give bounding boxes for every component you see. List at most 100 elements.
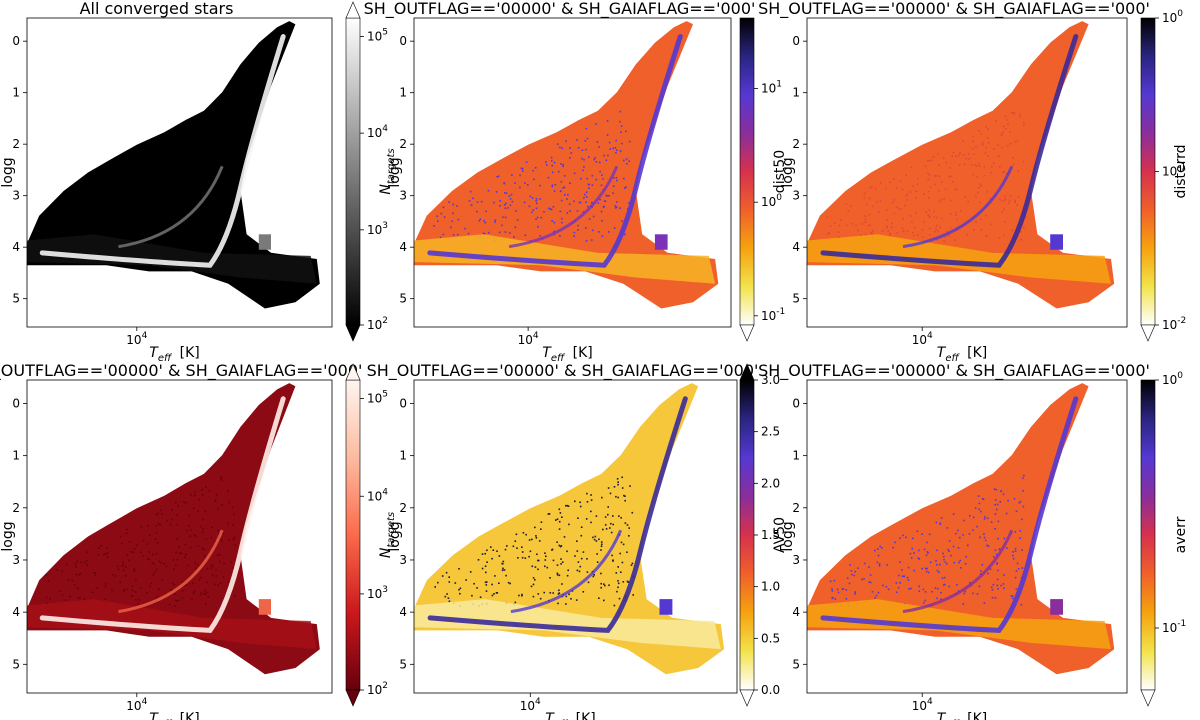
colorbar-label: disterrd — [1173, 144, 1189, 198]
heatmap-density-2 — [414, 21, 719, 309]
y-tick-label: 3 — [399, 553, 407, 567]
main-sequence-band — [27, 234, 317, 284]
y-tick-label: 3 — [399, 189, 407, 203]
y-tick-label: 2 — [399, 501, 407, 515]
y-tick-label: 3 — [12, 553, 20, 567]
isolated-clump — [258, 599, 271, 615]
colorbar-gradient — [345, 379, 361, 691]
colorbar-gradient — [1140, 17, 1156, 326]
heatmap-density-1 — [27, 21, 320, 309]
colorbar-tick-label: 3.0 — [761, 373, 780, 387]
isolated-clump — [654, 234, 668, 250]
colorbar-tick-label: 0.0 — [761, 683, 780, 697]
colorbar-tick-label: 100 — [1162, 371, 1183, 387]
y-tick-label: 5 — [399, 657, 407, 671]
y-tick-label: 2 — [12, 137, 20, 151]
colorbar-gradient — [345, 17, 361, 326]
density-ridge — [39, 396, 286, 633]
y-tick-label: 1 — [399, 449, 407, 463]
colorbar-label: Ntargets — [378, 148, 397, 194]
y-tick-label: 1 — [12, 449, 20, 463]
y-axis-label: logg — [387, 521, 403, 551]
plot-frame — [806, 379, 1128, 694]
red-clump-ridge — [118, 529, 224, 614]
panel-title: SH_OUTFLAG=='00000' & SH_GAIAFLAG=='000' — [758, 0, 1150, 19]
panel-3: SH_OUTFLAG=='00000' & SH_GAIAFLAG=='000'… — [758, 0, 1189, 364]
heatmap-density-3 — [807, 21, 1115, 309]
plot-frame — [806, 17, 1128, 328]
colorbar-tick-label: 104 — [367, 124, 388, 140]
y-axis-label: logg — [0, 157, 16, 187]
y-tick-label: 2 — [792, 137, 800, 151]
scatter-speckle — [829, 474, 1025, 607]
y-tick-label: 0 — [792, 396, 800, 410]
x-axis-label: Teff [K] — [937, 711, 988, 720]
colorbar-tick-label: 2.0 — [761, 476, 780, 490]
y-tick-label: 4 — [399, 240, 407, 254]
main-sequence-band — [414, 599, 721, 650]
colorbar-extend-min — [1140, 324, 1156, 342]
y-tick-label: 1 — [399, 86, 407, 100]
colorbar-tick-label: 10-1 — [1162, 619, 1186, 635]
colorbar-label: averr — [1173, 516, 1189, 553]
isolated-clump — [659, 599, 673, 615]
y-tick-label: 1 — [792, 449, 800, 463]
colorbar-tick-label: 10-2 — [1162, 316, 1186, 332]
colorbar-6: 10-1 100 averr — [1140, 371, 1189, 707]
panel-title: SH_OUTFLAG=='00000' & SH_GAIAFLAG=='000' — [367, 361, 759, 381]
heatmap-density-5 — [414, 383, 725, 675]
x-tick-label: 104 — [520, 697, 541, 713]
y-tick-label: 1 — [12, 86, 20, 100]
colorbar-tick-label: 101 — [761, 80, 782, 96]
colorbar-1: 102 103 104 105 Ntargets — [345, 1, 397, 342]
colorbar-tick-label: 100 — [1162, 9, 1183, 25]
y-tick-label: 5 — [12, 657, 20, 671]
colorbar-tick-label: 1.0 — [761, 580, 780, 594]
colorbar-label: AV50 — [772, 517, 788, 553]
colorbar-tick-label: 105 — [367, 390, 388, 406]
x-tick-label: 104 — [126, 331, 147, 347]
x-axis-label: Teff [K] — [937, 345, 988, 364]
y-tick-label: 5 — [792, 292, 800, 306]
colorbar-extend-min — [739, 324, 755, 342]
panel-6: SH_OUTFLAG=='00000' & SH_GAIAFLAG=='000'… — [758, 361, 1189, 720]
y-tick-label: 4 — [12, 605, 20, 619]
scatter-speckle — [45, 476, 236, 607]
colorbar-extend-min — [345, 689, 361, 707]
panel-title: SH_OUTFLAG=='00000' & SH_GAIAFLAG=='000' — [0, 361, 362, 381]
y-tick-label: 0 — [12, 396, 20, 410]
isolated-clump — [1050, 599, 1063, 615]
y-axis-label: logg — [780, 157, 796, 187]
colorbar-tick-label: 1.5 — [761, 528, 780, 542]
y-tick-label: 2 — [399, 137, 407, 151]
colorbar-extend-max — [739, 363, 755, 381]
colorbar-tick-label: 102 — [367, 316, 388, 332]
isolated-clump — [258, 234, 271, 250]
y-tick-label: 4 — [792, 605, 800, 619]
colorbar-label: Ntargets — [378, 512, 397, 558]
colorbar-extend-min — [739, 689, 755, 707]
panel-4: SH_OUTFLAG=='00000' & SH_GAIAFLAG=='000'… — [0, 361, 397, 720]
y-tick-label: 0 — [792, 34, 800, 48]
plot-frame — [26, 379, 333, 694]
plot-frame — [413, 17, 732, 328]
colorbar-tick-label: 0.5 — [761, 631, 780, 645]
y-tick-label: 2 — [12, 501, 20, 515]
colorbar-tick-label: 10-1 — [761, 307, 785, 323]
colorbar-gradient — [739, 379, 755, 691]
y-axis-label: logg — [387, 157, 403, 187]
red-clump-ridge — [902, 165, 1014, 249]
colorbar-tick-label: 104 — [367, 487, 388, 503]
x-tick-label: 104 — [912, 697, 933, 713]
colorbar-extend-min — [1140, 689, 1156, 707]
colorbar-extend-min — [345, 324, 361, 342]
x-axis-label: Teff [K] — [545, 711, 596, 720]
y-tick-label: 4 — [399, 605, 407, 619]
colorbar-tick-label: 105 — [367, 27, 388, 43]
y-axis-label: logg — [0, 521, 16, 551]
plot-frame — [413, 379, 738, 694]
colorbar-gradient — [1140, 379, 1156, 691]
y-tick-label: 4 — [792, 240, 800, 254]
density-ridge — [427, 396, 688, 633]
